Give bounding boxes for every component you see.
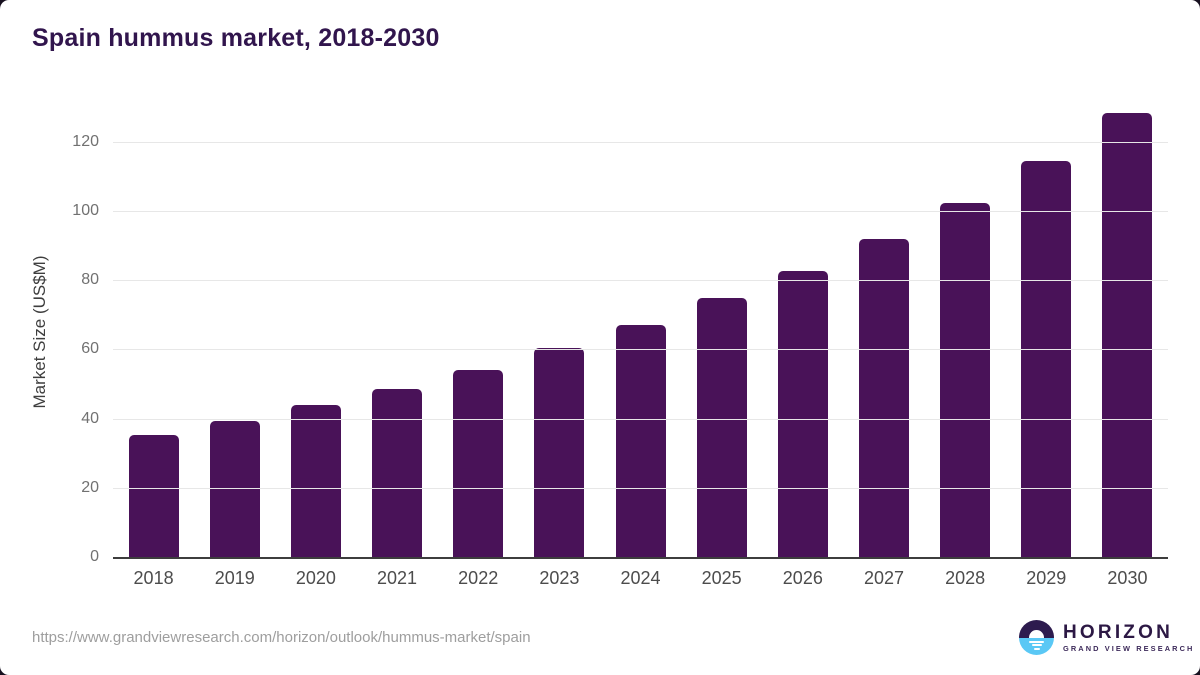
bar-slot-2029 bbox=[1006, 107, 1087, 557]
plot-area: 0 20 40 60 80 100 120 bbox=[72, 107, 1168, 565]
bar-slot-2030 bbox=[1087, 107, 1168, 557]
bar-2027[interactable] bbox=[858, 238, 909, 557]
logo-reflection-line bbox=[1031, 644, 1042, 646]
x-tick-label-2020: 2020 bbox=[295, 568, 336, 588]
logo-sea-half bbox=[1019, 638, 1054, 655]
x-tick-label-2025: 2025 bbox=[701, 568, 742, 588]
logo-brand-subtitle: GRAND VIEW RESEARCH bbox=[1063, 643, 1195, 653]
gridline-80 bbox=[113, 280, 1168, 282]
x-tick-label-2021: 2021 bbox=[377, 568, 418, 588]
bar-2025[interactable] bbox=[696, 298, 747, 557]
bar-2024[interactable] bbox=[615, 325, 666, 557]
gridline-100 bbox=[113, 210, 1168, 212]
bar-2021[interactable] bbox=[372, 389, 423, 557]
bar-slot-2018 bbox=[113, 107, 194, 557]
bar-slot-2024 bbox=[600, 107, 681, 557]
logo-brand-name: HORIZON bbox=[1063, 621, 1174, 643]
x-tick-label-2019: 2019 bbox=[214, 568, 255, 588]
x-tick-label-2018: 2018 bbox=[133, 568, 174, 588]
y-tick-label-80: 80 bbox=[81, 271, 99, 289]
source-url: https://www.grandviewresearch.com/horizo… bbox=[32, 629, 531, 646]
bar-2023[interactable] bbox=[534, 348, 585, 557]
y-tick-label-20: 20 bbox=[81, 478, 99, 496]
bars-row bbox=[113, 107, 1168, 557]
gridline-20 bbox=[113, 487, 1168, 489]
x-tick-label-2027: 2027 bbox=[863, 568, 904, 588]
y-tick-label-40: 40 bbox=[81, 409, 99, 427]
bar-2026[interactable] bbox=[777, 270, 828, 557]
y-axis-title: Market Size (US$M) bbox=[30, 255, 49, 409]
bar-slot-2020 bbox=[275, 107, 356, 557]
bar-2029[interactable] bbox=[1021, 160, 1072, 557]
logo-text: HORIZON GRAND VIEW RESEARCH bbox=[1063, 623, 1194, 652]
bar-2018[interactable] bbox=[128, 435, 179, 557]
bar-slot-2022 bbox=[438, 107, 519, 557]
bar-slot-2019 bbox=[194, 107, 275, 557]
y-tick-label-0: 0 bbox=[90, 548, 99, 565]
x-tick-label-2022: 2022 bbox=[458, 568, 499, 588]
x-tick-label-2023: 2023 bbox=[539, 568, 580, 588]
gridline-120 bbox=[113, 141, 1168, 143]
horizon-sunrise-icon bbox=[1019, 620, 1054, 655]
x-tick-label-2026: 2026 bbox=[782, 568, 823, 588]
bar-2028[interactable] bbox=[940, 202, 991, 557]
bar-slot-2025 bbox=[681, 107, 762, 557]
x-tick-label-2030: 2030 bbox=[1107, 568, 1148, 588]
bar-2030[interactable] bbox=[1102, 112, 1153, 557]
bar-2022[interactable] bbox=[453, 369, 504, 557]
bar-2019[interactable] bbox=[209, 421, 260, 557]
bar-slot-2021 bbox=[356, 107, 437, 557]
gridline-40 bbox=[113, 418, 1168, 420]
brand-logo: HORIZON GRAND VIEW RESEARCH bbox=[1019, 620, 1194, 655]
logo-sun bbox=[1029, 630, 1044, 638]
logo-reflection-line bbox=[1033, 647, 1040, 650]
x-tick-label-2029: 2029 bbox=[1026, 568, 1067, 588]
x-axis-labels: 2018 2019 2020 2021 2022 2023 2024 2025 2026 2027… bbox=[113, 568, 1168, 589]
y-tick-label-120: 120 bbox=[72, 132, 99, 150]
bar-slot-2023 bbox=[519, 107, 600, 557]
bar-slot-2026 bbox=[762, 107, 843, 557]
x-tick-label-2028: 2028 bbox=[945, 568, 986, 588]
bar-2020[interactable] bbox=[290, 405, 341, 557]
bar-slot-2027 bbox=[843, 107, 924, 557]
bar-slot-2028 bbox=[925, 107, 1006, 557]
gridline-60 bbox=[113, 349, 1168, 351]
x-tick-label-2024: 2024 bbox=[620, 568, 661, 588]
logo-sky-half bbox=[1019, 620, 1054, 638]
y-tick-label-60: 60 bbox=[81, 340, 99, 358]
y-tick-label-100: 100 bbox=[72, 201, 99, 219]
chart-title: Spain hummus market, 2018-2030 bbox=[32, 24, 440, 52]
logo-reflection-line bbox=[1029, 640, 1044, 643]
